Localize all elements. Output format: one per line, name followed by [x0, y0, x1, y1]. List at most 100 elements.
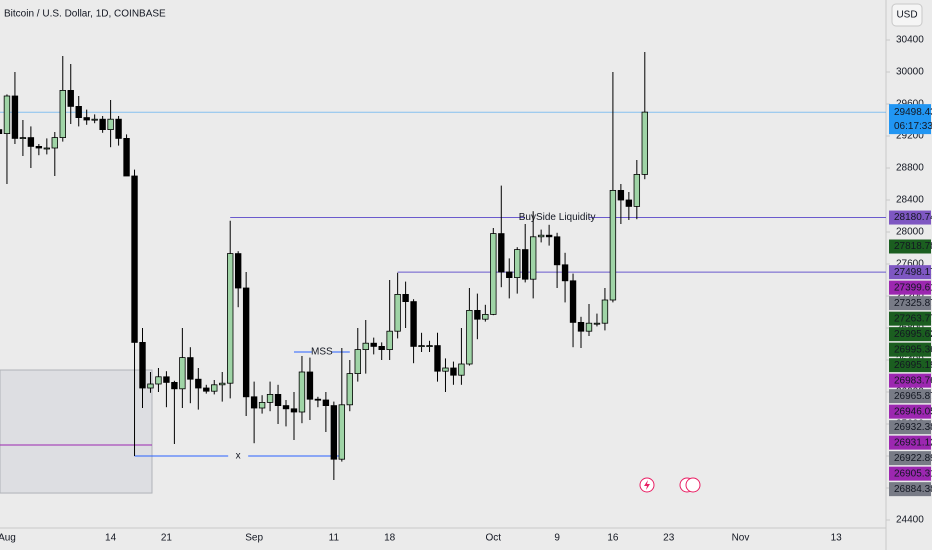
- last-price-label: 29498.43: [894, 107, 932, 118]
- candle-body: [155, 376, 162, 385]
- candle-body: [522, 249, 529, 280]
- price-tag-label: 27498.17: [894, 267, 932, 278]
- price-tag-label: 26995.19: [894, 360, 932, 371]
- price-tag-label: 26965.87: [894, 391, 932, 402]
- price-tag: [889, 296, 931, 311]
- event-icon[interactable]: [685, 477, 701, 493]
- annotation-label: BuySide Liquidity: [519, 212, 596, 223]
- candle-body: [322, 399, 330, 406]
- candle-body: [553, 236, 561, 266]
- candle-body: [442, 367, 449, 372]
- candle-body: [27, 137, 35, 147]
- x-tick-label: 11: [329, 533, 340, 544]
- candle-body: [482, 313, 489, 320]
- candle-body: [234, 253, 242, 289]
- price-tag-label: 26995.36: [894, 344, 932, 355]
- price-tag-label: 27263.77: [894, 313, 932, 324]
- x-tick-label: 9: [554, 533, 560, 544]
- candle-body: [410, 301, 417, 347]
- candle-body: [19, 137, 27, 140]
- candle-body: [219, 382, 226, 386]
- x-tick-label: 14: [105, 533, 117, 544]
- candle-body: [83, 117, 90, 121]
- candle-body: [346, 373, 353, 406]
- x-tick-label: 18: [384, 533, 396, 544]
- price-tag: [889, 389, 931, 404]
- candle-body: [298, 371, 306, 413]
- candle-body: [474, 309, 481, 320]
- y-tick-label: 27600: [896, 259, 924, 270]
- y-tick-label: 28000: [896, 227, 924, 238]
- price-tag-label: 27325.87: [894, 298, 932, 309]
- currency-label: USD: [896, 10, 917, 21]
- candle-body: [75, 106, 82, 119]
- candle-body: [227, 253, 234, 384]
- price-tag-label: 26905.31: [894, 468, 932, 479]
- price-axis: 2440024800252002560026000264002680027200…: [886, 35, 932, 526]
- y-tick-label: 29200: [896, 131, 924, 142]
- price-tag: [889, 342, 931, 357]
- price-tag-label: 28180.74: [894, 212, 932, 223]
- candle-body: [187, 357, 194, 380]
- last-price-tag: [889, 104, 931, 135]
- annotation-bg: [525, 211, 590, 224]
- candle-body: [418, 345, 425, 348]
- candle-body: [139, 341, 146, 389]
- price-tag-label: 26995.62: [894, 329, 932, 340]
- candle-body: [51, 137, 58, 149]
- candle-body: [490, 233, 497, 315]
- price-tag: [889, 466, 931, 481]
- x-tick-label: Sep: [245, 533, 263, 544]
- candle-body: [91, 118, 98, 121]
- candle-body: [0, 129, 3, 135]
- candle-body: [506, 271, 513, 278]
- price-tag-label: 26983.76: [894, 375, 932, 386]
- candle-body: [426, 345, 433, 348]
- candle-body: [545, 234, 553, 238]
- candle-body: [577, 321, 585, 332]
- candle-body: [258, 401, 266, 409]
- candle-body: [529, 236, 537, 280]
- price-tag: [889, 239, 931, 254]
- candle-body: [609, 189, 617, 301]
- candle-body: [195, 378, 202, 389]
- candle-body: [242, 287, 250, 398]
- candle-body: [386, 330, 393, 351]
- chart-title: Bitcoin / U.S. Dollar, 1D, COINBASE: [4, 9, 166, 20]
- price-tag: [889, 280, 931, 295]
- y-tick-label: 27200: [896, 291, 924, 302]
- price-tag-label: 26946.05: [894, 406, 932, 417]
- candle-body: [458, 363, 465, 376]
- candle-body: [561, 264, 569, 282]
- candle-body: [266, 393, 274, 403]
- candle-body: [99, 118, 106, 130]
- candle-body: [466, 309, 473, 365]
- candle-body: [115, 118, 122, 139]
- candle-body: [514, 249, 521, 279]
- candle-body: [179, 357, 186, 390]
- event-icon-glyph: [644, 480, 650, 490]
- plot-area: BuySide Liquidity MSS x: [0, 52, 886, 494]
- candle-body: [338, 404, 346, 460]
- currency-button[interactable]: [891, 3, 923, 27]
- candle-body: [633, 173, 641, 207]
- candle-body: [378, 345, 385, 350]
- candle-body: [569, 280, 577, 323]
- candle-body: [11, 95, 19, 139]
- candle-body: [67, 90, 74, 107]
- price-tag-label: 26922.89: [894, 453, 932, 464]
- candle-body: [163, 376, 170, 383]
- price-tag: [889, 420, 931, 435]
- candle-body: [434, 345, 441, 372]
- price-tag-label: 26931.12: [894, 437, 932, 448]
- annotation-label: x: [236, 451, 241, 462]
- candle-body: [43, 147, 51, 150]
- x-tick-label: Aug: [0, 533, 16, 544]
- y-tick-label: 24400: [896, 515, 924, 526]
- candle-body: [498, 233, 505, 273]
- price-tag: [889, 358, 931, 373]
- candle-body: [3, 95, 11, 134]
- zone-box: [0, 369, 153, 494]
